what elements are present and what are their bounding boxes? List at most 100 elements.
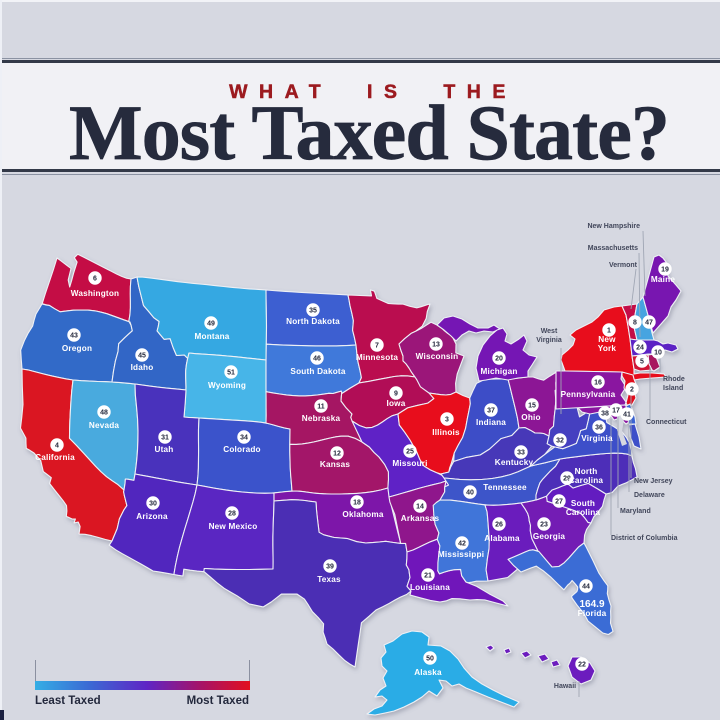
svg-text:Virginia: Virginia [581, 434, 613, 443]
svg-text:Mississippi: Mississippi [438, 550, 484, 559]
svg-text:Maine: Maine [651, 275, 675, 284]
svg-text:17: 17 [612, 407, 620, 414]
svg-text:Kentucky: Kentucky [495, 458, 534, 467]
svg-text:Texas: Texas [317, 575, 341, 584]
svg-text:9: 9 [394, 390, 398, 397]
svg-text:Indiana: Indiana [476, 418, 506, 427]
svg-text:Ohio: Ohio [521, 413, 540, 422]
svg-text:33: 33 [517, 449, 525, 456]
svg-text:18: 18 [353, 499, 361, 506]
svg-text:Island: Island [663, 385, 683, 392]
svg-text:47: 47 [645, 319, 653, 326]
svg-text:Pennsylvania: Pennsylvania [561, 390, 616, 399]
svg-text:Hawaii: Hawaii [554, 683, 576, 690]
svg-text:Louisiana: Louisiana [410, 583, 450, 592]
svg-text:Alaska: Alaska [414, 668, 442, 677]
svg-text:Idaho: Idaho [131, 363, 154, 372]
svg-text:Delaware: Delaware [634, 492, 665, 499]
svg-text:34: 34 [240, 434, 248, 441]
svg-text:23: 23 [540, 521, 548, 528]
svg-text:Minnesota: Minnesota [356, 353, 399, 362]
svg-text:Tennessee: Tennessee [483, 483, 527, 492]
svg-text:40: 40 [466, 489, 474, 496]
svg-text:Alabama: Alabama [484, 534, 520, 543]
svg-text:Oregon: Oregon [62, 344, 92, 353]
svg-text:38: 38 [601, 410, 609, 417]
svg-text:11: 11 [317, 403, 325, 410]
svg-text:12: 12 [333, 450, 341, 457]
svg-text:Arizona: Arizona [136, 512, 168, 521]
svg-text:Carolina: Carolina [569, 476, 604, 485]
svg-text:31: 31 [161, 434, 169, 441]
svg-text:North Dakota: North Dakota [286, 317, 340, 326]
svg-text:Nevada: Nevada [89, 421, 120, 430]
svg-text:16: 16 [594, 379, 602, 386]
svg-text:5: 5 [640, 358, 644, 365]
svg-text:Oklahoma: Oklahoma [342, 510, 383, 519]
svg-text:39: 39 [326, 563, 334, 570]
svg-text:42: 42 [458, 540, 466, 547]
svg-text:Missouri: Missouri [392, 459, 427, 468]
svg-text:4: 4 [55, 442, 59, 449]
svg-text:7: 7 [375, 342, 379, 349]
svg-text:York: York [598, 344, 617, 353]
svg-text:Nebraska: Nebraska [302, 414, 341, 423]
svg-text:19: 19 [661, 266, 669, 273]
svg-text:Virginia: Virginia [536, 337, 562, 344]
svg-text:13: 13 [432, 341, 440, 348]
svg-text:New Mexico: New Mexico [209, 522, 258, 531]
svg-text:Kansas: Kansas [320, 460, 351, 469]
svg-text:Utah: Utah [155, 445, 174, 454]
svg-text:15: 15 [528, 402, 536, 409]
svg-text:44: 44 [582, 583, 590, 590]
svg-text:West: West [541, 328, 558, 335]
svg-text:30: 30 [149, 500, 157, 507]
svg-text:27: 27 [555, 498, 563, 505]
svg-text:32: 32 [556, 437, 564, 444]
svg-text:28: 28 [228, 510, 236, 517]
svg-text:41: 41 [623, 411, 631, 418]
svg-text:51: 51 [227, 369, 235, 376]
svg-text:New: New [598, 335, 616, 344]
svg-text:22: 22 [578, 661, 586, 668]
svg-text:50: 50 [426, 655, 434, 662]
svg-text:43: 43 [70, 332, 78, 339]
svg-text:49: 49 [207, 320, 215, 327]
svg-text:25: 25 [406, 448, 414, 455]
svg-text:46: 46 [313, 355, 321, 362]
svg-text:Georgia: Georgia [533, 532, 566, 541]
svg-text:Florida: Florida [578, 609, 607, 618]
svg-text:10: 10 [654, 349, 662, 356]
svg-text:Wyoming: Wyoming [208, 381, 246, 390]
svg-text:8: 8 [633, 319, 637, 326]
svg-text:48: 48 [100, 409, 108, 416]
svg-text:Carolina: Carolina [566, 508, 601, 517]
svg-text:26: 26 [495, 521, 503, 528]
svg-text:Massachusetts: Massachusetts [588, 245, 638, 252]
svg-text:164.9: 164.9 [579, 599, 604, 610]
svg-text:Michigan: Michigan [480, 367, 517, 376]
svg-text:Vermont: Vermont [609, 262, 638, 269]
svg-text:Arkansas: Arkansas [401, 514, 440, 523]
svg-text:New Hampshire: New Hampshire [587, 223, 640, 230]
svg-text:3: 3 [445, 416, 449, 423]
svg-text:New Jersey: New Jersey [634, 478, 673, 485]
svg-text:20: 20 [495, 355, 503, 362]
svg-text:36: 36 [595, 424, 603, 431]
svg-text:Washington: Washington [71, 289, 120, 298]
svg-text:14: 14 [416, 503, 424, 510]
svg-text:Wisconsin: Wisconsin [416, 352, 459, 361]
svg-text:District of Columbia: District of Columbia [611, 535, 678, 542]
svg-text:6: 6 [93, 275, 97, 282]
svg-text:29: 29 [563, 475, 571, 482]
svg-text:Montana: Montana [194, 332, 229, 341]
svg-text:45: 45 [138, 352, 146, 359]
svg-text:Maryland: Maryland [620, 508, 651, 515]
svg-text:35: 35 [309, 307, 317, 314]
svg-text:2: 2 [630, 386, 634, 393]
svg-text:24: 24 [636, 344, 644, 351]
svg-text:California: California [35, 453, 75, 462]
svg-text:Connecticut: Connecticut [646, 419, 687, 426]
svg-text:Iowa: Iowa [387, 399, 406, 408]
svg-text:Illinois: Illinois [432, 428, 460, 437]
